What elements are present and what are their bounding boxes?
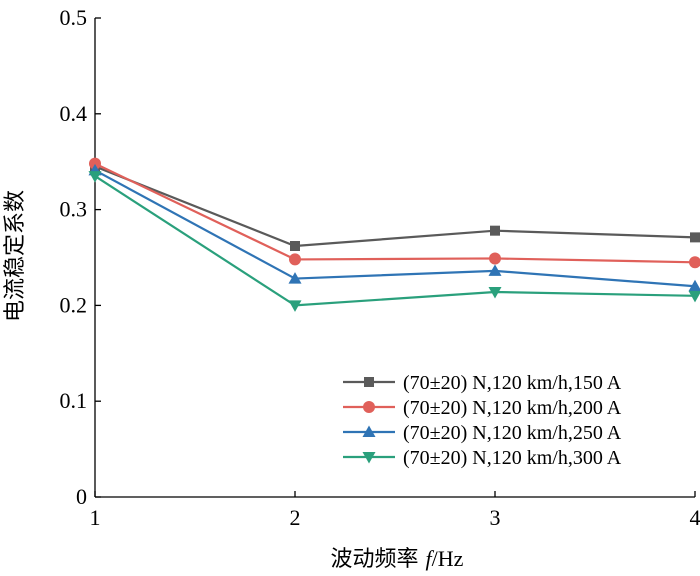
data-point (688, 279, 700, 292)
legend-item-2: (70±20) N,120 km/h,200 A (343, 397, 622, 419)
legend-item-1: (70±20) N,120 km/h,150 A (343, 372, 622, 394)
axes: 0 0.1 0.2 0.3 0.4 0.5 1 2 3 4 (60, 5, 700, 530)
y-tick-label: 0.2 (60, 292, 88, 317)
y-tick-label: 0.3 (60, 197, 88, 222)
series-line (94, 169, 696, 288)
data-point (689, 256, 700, 269)
legend-item-4: (70±20) N,120 km/h,300 A (343, 447, 622, 469)
series-line (94, 162, 696, 264)
legend-marker (363, 401, 375, 413)
legend-item-3: (70±20) N,120 km/h,250 A (343, 422, 622, 444)
data-point (290, 241, 300, 252)
x-tick-label: 4 (690, 505, 700, 530)
data-point (89, 157, 101, 170)
y-tick-label: 0.5 (60, 5, 88, 30)
data-point (488, 286, 502, 299)
x-axis-title: 波动频率 f/Hz (331, 546, 464, 572)
data-point (490, 225, 500, 236)
data-point (288, 272, 302, 284)
series-line (94, 165, 696, 248)
series-line (94, 175, 696, 307)
data-point (690, 232, 700, 243)
x-tick-label: 2 (290, 505, 301, 530)
data-point (88, 171, 102, 183)
series-3 (88, 163, 700, 292)
data-point (489, 252, 501, 265)
data-point (488, 264, 502, 276)
data-point (288, 300, 302, 312)
series-layer (88, 157, 700, 312)
series-4 (88, 171, 700, 312)
x-tick-label: 1 (90, 505, 101, 530)
x-tick-label: 3 (490, 505, 501, 530)
y-tick-label: 0.1 (60, 388, 88, 413)
y-axis-title: 电流稳定系数 (3, 190, 28, 322)
y-tick-label: 0 (76, 484, 87, 509)
legend-label: (70±20) N,120 km/h,150 A (403, 372, 622, 394)
data-point (289, 253, 301, 266)
legend-marker (362, 425, 376, 437)
y-tick-label: 0.4 (60, 101, 88, 126)
legend-label: (70±20) N,120 km/h,200 A (403, 397, 622, 419)
legend-marker (362, 452, 376, 464)
data-point (688, 290, 700, 303)
legend-label: (70±20) N,120 km/h,250 A (403, 422, 622, 444)
series-2 (89, 157, 700, 269)
legend-marker (364, 377, 374, 387)
legend-label: (70±20) N,120 km/h,300 A (403, 447, 622, 469)
legend: (70±20) N,120 km/h,150 A (70±20) N,120 km… (343, 372, 622, 469)
